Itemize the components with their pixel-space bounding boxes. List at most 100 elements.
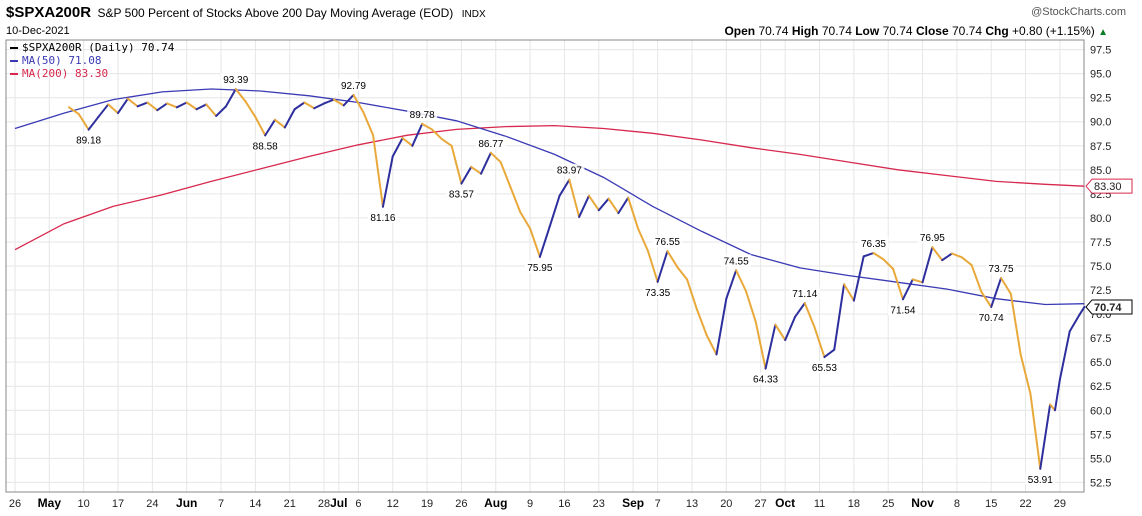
price-segment xyxy=(77,113,90,131)
data-label: 88.58 xyxy=(253,141,278,152)
low-value: 70.74 xyxy=(882,24,913,38)
price-segment xyxy=(519,211,532,230)
x-tick-label: 23 xyxy=(593,498,605,510)
x-tick-label: 9 xyxy=(527,498,533,510)
x-tick-label: 19 xyxy=(421,498,433,510)
y-tick-label: 97.5 xyxy=(1090,45,1111,57)
price-segment xyxy=(1039,403,1052,470)
y-axis: 52.555.057.560.062.565.067.570.072.575.0… xyxy=(1090,45,1111,490)
data-label: 83.57 xyxy=(449,190,474,201)
price-segment xyxy=(725,269,738,300)
x-tick-label: 7 xyxy=(655,498,661,510)
data-label: 93.39 xyxy=(223,75,248,86)
chart-header: $SPXA200R S&P 500 Percent of Stocks Abov… xyxy=(6,4,1122,22)
x-tick-label: 8 xyxy=(954,498,960,510)
price-segment xyxy=(843,283,855,302)
price-segment xyxy=(970,264,983,293)
x-tick-label: 14 xyxy=(249,498,261,510)
data-label-bg xyxy=(721,254,752,267)
legend-swatch-ma50 xyxy=(10,60,18,62)
price-segment xyxy=(107,103,120,115)
price-segment xyxy=(597,197,610,212)
price-segment xyxy=(313,102,326,110)
legend-swatch-main xyxy=(10,47,18,49)
legend-ma200: MA(200) 83.30 xyxy=(22,67,108,80)
price-segment xyxy=(754,320,767,370)
price-segment xyxy=(293,101,306,111)
price-segment xyxy=(1009,292,1022,356)
data-label-bg xyxy=(986,262,1017,275)
x-tick-label: 26 xyxy=(455,498,467,510)
x-tick-label: 6 xyxy=(355,498,361,510)
price-segment xyxy=(607,197,620,215)
data-label-bg xyxy=(917,231,948,244)
price-segment xyxy=(136,101,149,108)
price-segment xyxy=(205,103,218,117)
data-label: 70.74 xyxy=(979,313,1004,324)
price-segment xyxy=(381,155,394,208)
y-tick-label: 62.5 xyxy=(1090,381,1111,393)
y-tick-label: 85.0 xyxy=(1090,165,1111,177)
x-tick-label: 29 xyxy=(1054,498,1066,510)
price-segment xyxy=(980,290,993,308)
price-segment xyxy=(342,93,355,107)
price-segment xyxy=(499,161,512,189)
price-segment xyxy=(1068,313,1081,333)
x-tick-label: 10 xyxy=(78,498,90,510)
price-segment xyxy=(911,278,924,284)
y-tick-label: 77.5 xyxy=(1090,237,1111,249)
data-label: 81.16 xyxy=(370,213,395,224)
up-arrow-icon: ▲ xyxy=(1098,27,1108,38)
open-value: 70.74 xyxy=(758,24,789,38)
price-segment xyxy=(666,250,679,268)
price-segment xyxy=(430,128,443,141)
annotations: 89.18 93.39 88.58 92.79 81.16 89.78 83.57 86.77… xyxy=(73,73,1056,486)
price-segment xyxy=(470,165,483,175)
ma50-line xyxy=(14,88,1085,306)
y-tick-label: 90.0 xyxy=(1090,117,1111,129)
data-label-bg xyxy=(524,260,555,273)
price-segment xyxy=(784,315,796,342)
price-segment xyxy=(401,137,414,147)
credit[interactable]: @StockCharts.com xyxy=(1031,6,1126,18)
ma200-series xyxy=(14,124,1085,251)
ohlc-readout: Open 70.74 High 70.74 Low 70.74 Close 70… xyxy=(724,24,1108,38)
x-tick-label: Jul xyxy=(330,496,347,510)
price-segment xyxy=(1054,378,1061,412)
data-label: 89.78 xyxy=(410,110,435,121)
price-segment xyxy=(254,115,267,137)
price-segment xyxy=(882,258,895,270)
x-tick-label: 16 xyxy=(558,498,570,510)
price-segment xyxy=(352,93,365,114)
price-segment xyxy=(872,252,885,261)
y-tick-label: 60.0 xyxy=(1090,405,1111,417)
right-markers: 83.30 70.74 xyxy=(1085,178,1133,315)
price-segment xyxy=(146,101,159,112)
x-tick-label: 17 xyxy=(112,498,124,510)
chart-description: S&P 500 Percent of Stocks Above 200 Day … xyxy=(97,6,454,20)
price-segment xyxy=(156,102,169,112)
x-tick-label: Oct xyxy=(775,496,795,510)
price-segment xyxy=(813,326,826,359)
price-segment xyxy=(990,277,1003,308)
price-segment xyxy=(715,297,728,356)
price-segment xyxy=(901,278,914,301)
price-segment xyxy=(686,278,698,311)
price-segment xyxy=(705,334,718,356)
x-tick-label: 20 xyxy=(720,498,732,510)
x-tick-label: 26 xyxy=(9,498,21,510)
data-label-bg xyxy=(250,139,281,152)
close-value: 70.74 xyxy=(951,24,982,38)
data-label: 76.95 xyxy=(920,233,945,244)
price-segment xyxy=(578,194,590,218)
price-segment xyxy=(931,246,944,262)
x-tick-label: Sep xyxy=(622,496,644,510)
x-tick-label: 27 xyxy=(755,498,767,510)
data-label-bg xyxy=(407,107,438,120)
data-label-bg xyxy=(976,310,1007,323)
price-segment xyxy=(1029,392,1042,470)
price-segment xyxy=(234,88,247,103)
legend: $SPXA200R (Daily) 70.74 MA(50) 71.08 MA(… xyxy=(10,41,175,80)
y-tick-label: 95.0 xyxy=(1090,69,1111,81)
price-segment xyxy=(1019,353,1032,395)
